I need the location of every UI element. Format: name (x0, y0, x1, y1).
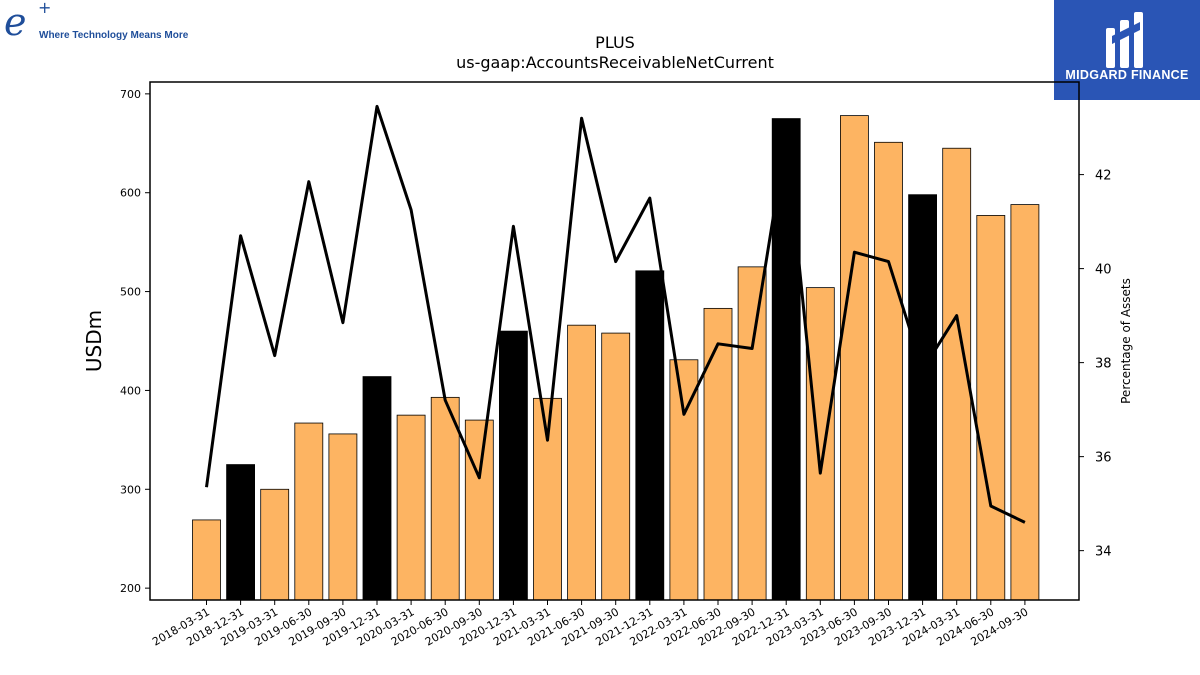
eplus-logo-mark: e (4, 0, 27, 44)
y-axis-label: USDm (82, 310, 106, 372)
midgard-emblem-icon (1106, 12, 1143, 68)
bar (703, 307, 733, 601)
y-tick-label: 600 (120, 187, 141, 200)
y2-tick-label: 36 (1095, 451, 1112, 466)
y2-tick-label: 40 (1095, 263, 1112, 278)
bar (362, 376, 392, 601)
bar (601, 332, 631, 601)
bar (1010, 204, 1040, 601)
percentage-line (205, 104, 1026, 524)
bar (498, 330, 528, 601)
midgard-finance-wordmark: MIDGARD FINANCE (1065, 68, 1189, 82)
y-tick-label: 200 (120, 582, 141, 595)
bar (294, 422, 324, 601)
bar (737, 266, 767, 601)
bar (840, 115, 869, 601)
bar (805, 287, 835, 601)
eplus-logo: e + Where Technology Means More (0, 0, 200, 50)
y-tick-label: 700 (120, 88, 141, 101)
bar (464, 419, 494, 601)
y-tick-label: 500 (120, 286, 141, 299)
eplus-logo-plus: + (38, 0, 52, 17)
right-axis: 34 36 38 40 42 (1079, 169, 1112, 560)
left-axis: 200 300 400 500 600 700 (120, 88, 150, 595)
bar (976, 215, 1006, 601)
bars-group (192, 115, 1040, 601)
y-tick-label: 300 (120, 483, 141, 496)
bar (192, 519, 221, 601)
y2-tick-label: 38 (1095, 357, 1112, 372)
x-axis: 2018-03-312018-12-312019-03-312019-06-30… (150, 600, 1030, 649)
eplus-logo-tagline: Where Technology Means More (39, 30, 189, 41)
bar (430, 396, 460, 601)
bar (908, 194, 937, 601)
y2-tick-label: 42 (1095, 169, 1112, 184)
chart-title: PLUS (595, 33, 635, 52)
line-group (205, 104, 1026, 524)
bar (328, 433, 358, 601)
bar (567, 324, 596, 601)
bar (635, 270, 665, 601)
plot-frame (149, 81, 1080, 601)
y2-tick-label: 34 (1095, 545, 1112, 560)
bar (260, 488, 290, 601)
bar (874, 141, 903, 601)
y-tick-label: 400 (120, 384, 141, 397)
y2-axis-label: Percentage of Assets (1119, 278, 1133, 404)
bar (396, 414, 426, 601)
bar (226, 464, 256, 601)
chart-subtitle: us-gaap:AccountsReceivableNetCurrent (456, 53, 774, 72)
